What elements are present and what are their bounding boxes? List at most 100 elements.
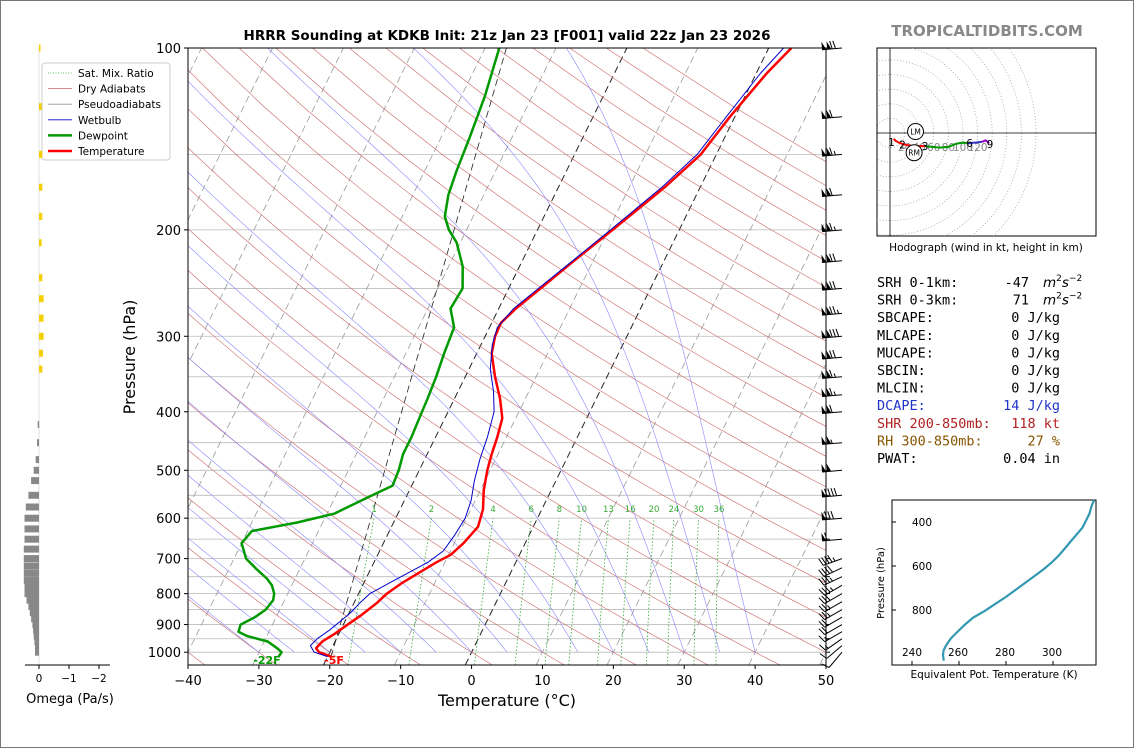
mixing-ratio-line [474, 518, 494, 665]
wind-barb [818, 584, 843, 596]
wind-barb-flag [826, 350, 832, 359]
wind-barb-full [835, 328, 840, 337]
wind-barb-half [830, 439, 833, 444]
wind-barb-full [821, 603, 828, 611]
index-value: 118 kt [1011, 416, 1060, 432]
wind-barb-full [829, 281, 833, 290]
dry-adiabat-line [188, 547, 349, 665]
wind-barb-full [827, 555, 833, 563]
wind-barb-full [829, 253, 833, 262]
moist-adiabat-line [188, 400, 472, 653]
x-tick-label: 40 [747, 674, 764, 689]
hodograph-ring-label: 120 [968, 142, 988, 154]
isotherm-line [606, 218, 826, 665]
legend-box [41, 62, 171, 161]
wind-barb-flag [826, 147, 832, 156]
wind-barb-full [829, 109, 833, 118]
wind-barb-full [821, 577, 828, 585]
dry-adiabat-line [385, 48, 826, 342]
wind-barb-flag [821, 436, 827, 445]
wind-barb-flag [826, 405, 832, 414]
isotherm-line [188, 48, 344, 365]
omega-bar [34, 638, 39, 645]
dry-adiabat-line [188, 270, 781, 665]
wind-barb-full [821, 557, 827, 565]
x-tick-label: −40 [174, 674, 201, 689]
omega-bar [24, 514, 39, 522]
mixing-ratio-label: 1 [371, 505, 376, 515]
y-tick-label: 900 [156, 619, 181, 634]
index-value: -47 [1005, 275, 1029, 291]
wind-barb [819, 638, 843, 651]
omega-bar [39, 274, 43, 282]
wind-barb [818, 593, 843, 605]
x-tick-label: −10 [387, 674, 414, 689]
moist-adiabat-line [413, 48, 720, 653]
theta-e-x-tick-label: 260 [948, 647, 968, 659]
wind-barb [821, 510, 843, 521]
wind-barb-full [829, 222, 833, 231]
wind-barb [821, 187, 843, 197]
moist-adiabat-line [188, 80, 650, 653]
wind-barb [821, 369, 843, 379]
skewt-background-lines [188, 48, 826, 665]
wind-barb-half [833, 226, 836, 231]
omega-bar [26, 596, 39, 604]
dry-adiabat-line [275, 48, 826, 427]
hodograph-segment [981, 139, 990, 144]
surface-temp-label: -5F [324, 654, 344, 667]
moist-adiabat-line [188, 537, 330, 653]
wind-barb-shaft [828, 651, 843, 668]
skewt-xlabel: Temperature (°C) [437, 691, 576, 710]
wind-barb-full [818, 569, 825, 577]
wind-barb-full [818, 578, 825, 586]
wind-barb-flag [821, 405, 827, 414]
wind-barb-flag [826, 110, 832, 119]
wind-barb-full [824, 585, 831, 593]
omega-bar [23, 545, 39, 553]
omega-bar [23, 576, 39, 584]
isotherm-line [464, 48, 770, 665]
y-tick-label: 500 [156, 464, 181, 479]
moist-adiabat-line [188, 566, 295, 653]
omega-bar [37, 421, 40, 429]
wind-barb-shaft [826, 645, 843, 659]
mixing-ratio-line [645, 518, 655, 665]
wind-barb-full [824, 575, 831, 583]
wind-barb [818, 575, 843, 586]
moist-adiabat-line [566, 48, 756, 653]
wind-barb-shaft [824, 616, 843, 628]
wind-barb-flag [821, 330, 827, 338]
wind-barb-full [824, 532, 828, 541]
omega-bar [33, 632, 39, 640]
wind-barb-full [819, 644, 826, 651]
hodograph-height-label: 9 [987, 139, 994, 151]
skewt-axes: 1 2 4 6 8 10 13 16 20 24 30 36100200300400500600700… [148, 42, 834, 689]
moist-adiabat-line [188, 507, 366, 653]
index-unit-base: m [1043, 275, 1056, 291]
isotherm-line [323, 48, 628, 665]
wind-barb-full [832, 281, 836, 290]
index-unit: m2s−2 [1043, 292, 1082, 309]
wind-barb-half [833, 373, 836, 378]
omega-bar [39, 150, 43, 158]
wind-barb-shaft [824, 631, 843, 643]
wind-barb-full [824, 556, 830, 564]
wind-barb-flag [826, 370, 832, 378]
wind-barb-full [818, 620, 826, 628]
wind-barb-shaft [824, 601, 843, 613]
theta-e-line [941, 499, 1096, 661]
wind-barb-full [830, 510, 835, 520]
wind-barb-full [827, 565, 833, 573]
moist-adiabat-line [188, 595, 260, 653]
x-tick-label: 0 [467, 674, 475, 689]
wind-barb-shaft [824, 624, 843, 636]
mixing-ratio-label: 16 [625, 505, 636, 515]
wind-barb-full [829, 350, 833, 359]
isotherm-line [677, 363, 826, 665]
wind-barb-full [832, 253, 836, 262]
omega-tick-label: −1 [61, 673, 76, 685]
wind-barb-full [818, 635, 826, 643]
wind-barb [821, 487, 843, 498]
skewt-ylabel: Pressure (hPa) [120, 300, 139, 415]
